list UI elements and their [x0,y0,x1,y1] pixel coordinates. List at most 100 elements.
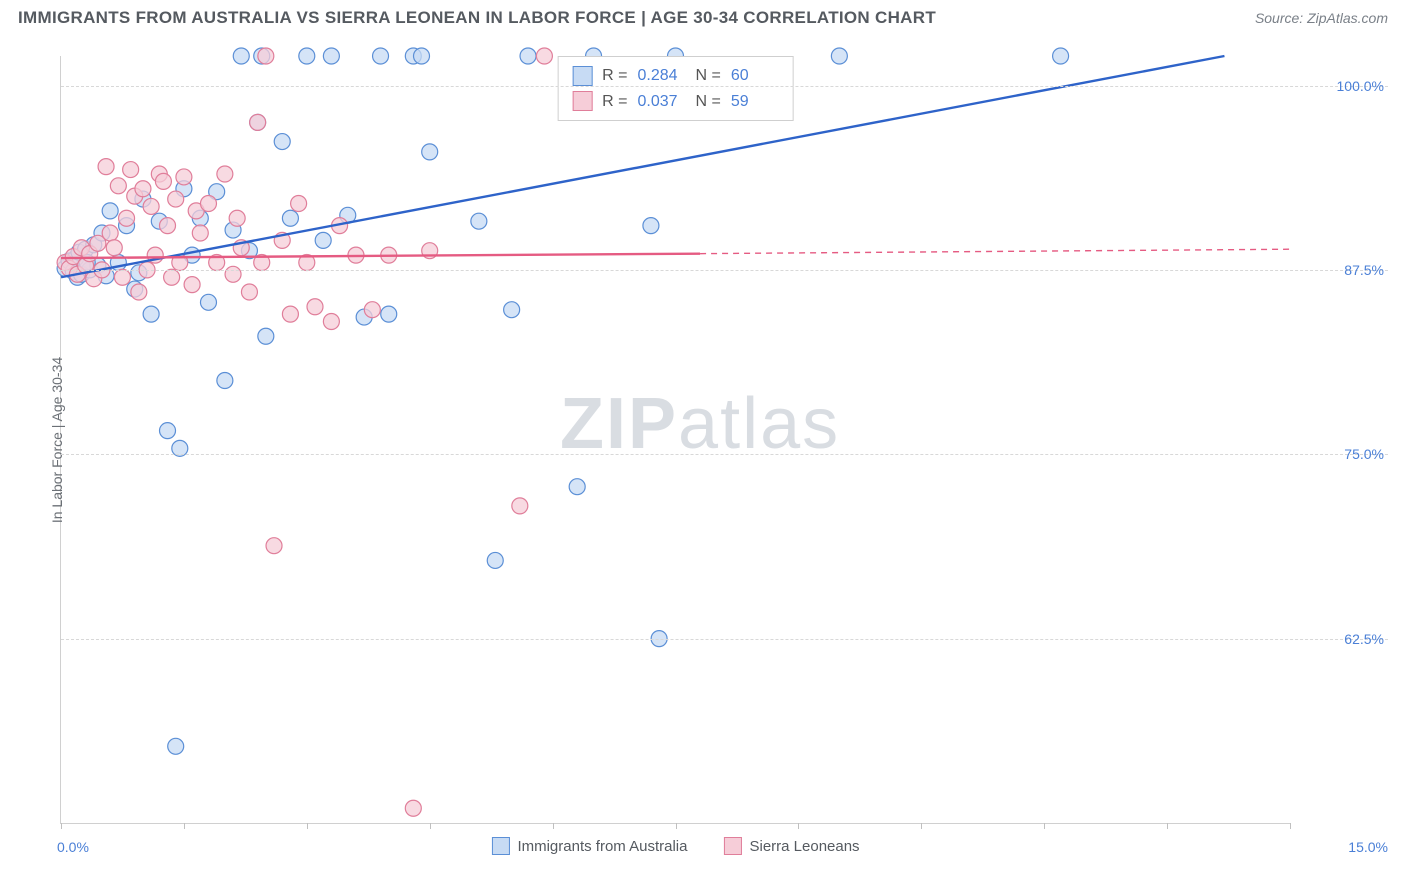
y-tick-label: 75.0% [1344,446,1384,462]
point-sl [364,302,380,318]
point-aus [471,213,487,229]
legend-swatch-sl [723,837,741,855]
point-aus [831,48,847,64]
point-sl [155,173,171,189]
x-tick [921,823,922,829]
x-tick [798,823,799,829]
r-value-sl: 0.037 [638,89,686,115]
point-aus [643,218,659,234]
y-tick-label: 100.0% [1337,78,1384,94]
x-tick [553,823,554,829]
point-sl [184,277,200,293]
point-aus [323,48,339,64]
point-sl [192,225,208,241]
point-sl [405,800,421,816]
point-sl [135,181,151,197]
gridline-h [61,270,1388,271]
point-aus [422,144,438,160]
point-sl [110,178,126,194]
title-bar: IMMIGRANTS FROM AUSTRALIA VS SIERRA LEON… [0,0,1406,38]
point-aus [315,232,331,248]
x-tick [1290,823,1291,829]
legend-label-aus: Immigrants from Australia [517,838,687,855]
point-aus [143,306,159,322]
gridline-h [61,639,1388,640]
point-aus [381,306,397,322]
chart-title: IMMIGRANTS FROM AUSTRALIA VS SIERRA LEON… [18,8,936,28]
point-sl [176,169,192,185]
x-tick [1044,823,1045,829]
x-min-label: 0.0% [57,839,89,855]
point-sl [250,114,266,130]
point-aus [282,210,298,226]
point-sl [164,269,180,285]
n-label: N = [696,89,721,115]
legend-item-aus: Immigrants from Australia [491,837,687,855]
point-aus [487,552,503,568]
legend-item-sl: Sierra Leoneans [723,837,859,855]
chart-container: In Labor Force | Age 30-34 ZIPatlas R = … [18,42,1388,874]
r-label: R = [602,89,627,115]
point-sl [123,162,139,178]
x-tick [676,823,677,829]
point-aus [373,48,389,64]
point-aus [1053,48,1069,64]
y-tick-label: 87.5% [1344,262,1384,278]
point-aus [102,203,118,219]
x-tick [184,823,185,829]
stats-row-sl: R = 0.037 N = 59 [572,89,779,115]
point-sl [536,48,552,64]
point-aus [217,373,233,389]
point-aus [160,423,176,439]
point-sl [229,210,245,226]
legend-bottom: Immigrants from Australia Sierra Leonean… [491,837,859,855]
stats-legend: R = 0.284 N = 60 R = 0.037 N = 59 [557,56,794,121]
point-aus [258,328,274,344]
gridline-h [61,454,1388,455]
point-aus [520,48,536,64]
point-sl [131,284,147,300]
point-sl [102,225,118,241]
swatch-sl [572,91,592,111]
point-aus [200,294,216,310]
x-tick [61,823,62,829]
point-aus [414,48,430,64]
n-value-sl: 59 [731,89,779,115]
point-sl [168,191,184,207]
point-sl [160,218,176,234]
legend-label-sl: Sierra Leoneans [749,838,859,855]
point-sl [106,240,122,256]
point-sl [512,498,528,514]
point-sl [98,159,114,175]
point-aus [504,302,520,318]
source-attribution: Source: ZipAtlas.com [1255,10,1388,26]
point-sl [291,196,307,212]
point-sl [282,306,298,322]
point-aus [168,738,184,754]
point-aus [274,134,290,150]
point-sl [258,48,274,64]
point-sl [143,198,159,214]
point-sl [266,538,282,554]
swatch-aus [572,66,592,86]
x-tick [1167,823,1168,829]
x-tick [430,823,431,829]
point-sl [241,284,257,300]
point-sl [114,269,130,285]
point-sl [217,166,233,182]
x-max-label: 15.0% [1348,839,1388,855]
plot-area: In Labor Force | Age 30-34 ZIPatlas R = … [60,56,1290,824]
trendline-sl-dash [700,249,1290,253]
point-aus [569,479,585,495]
point-aus [299,48,315,64]
gridline-h [61,86,1388,87]
point-aus [233,48,249,64]
x-tick [307,823,308,829]
point-sl [225,266,241,282]
point-sl [200,196,216,212]
y-tick-label: 62.5% [1344,631,1384,647]
point-sl [323,314,339,330]
point-sl [119,210,135,226]
chart-svg [61,56,1290,823]
point-sl [307,299,323,315]
